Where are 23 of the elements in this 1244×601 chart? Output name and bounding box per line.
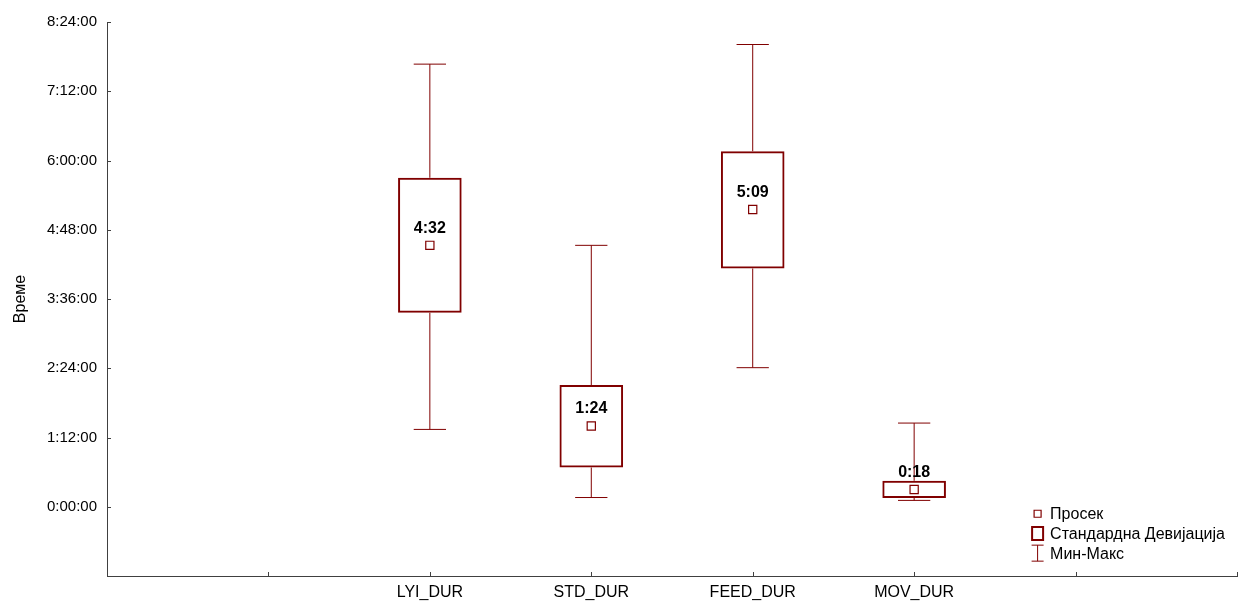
point bbox=[586, 421, 596, 431]
x-tick-label: FEED_DUR bbox=[709, 583, 796, 601]
legend-label: Стандардна Девијација bbox=[1050, 524, 1226, 542]
y-tick-label: 2:24:00 bbox=[46, 358, 97, 376]
legend-label: Просек bbox=[1050, 505, 1105, 523]
y-tick-label: 4:48:00 bbox=[46, 219, 97, 237]
y-tick-label: 0:00:00 bbox=[46, 496, 97, 514]
y-tick-label: 7:12:00 bbox=[46, 81, 97, 99]
data-label: 5:09 bbox=[736, 182, 769, 200]
point bbox=[909, 484, 919, 495]
y-tick-label: 6:00:00 bbox=[46, 150, 97, 168]
x-tick-label: MOV_DUR bbox=[874, 583, 955, 601]
y-tick-label: 8:24:00 bbox=[46, 12, 97, 30]
data-label: 1:24 bbox=[575, 399, 608, 417]
y-tick-label: 3:36:00 bbox=[46, 289, 97, 307]
legend-label: Мин-Макс bbox=[1050, 544, 1125, 562]
point bbox=[425, 240, 435, 251]
y-axis-title: Време bbox=[11, 274, 29, 324]
x-tick-label: STD_DUR bbox=[553, 583, 630, 601]
point bbox=[748, 204, 758, 215]
data-label: 4:32 bbox=[413, 218, 446, 236]
y-tick-label: 1:12:00 bbox=[46, 427, 97, 445]
x-tick-label: LYI_DUR bbox=[396, 583, 464, 601]
